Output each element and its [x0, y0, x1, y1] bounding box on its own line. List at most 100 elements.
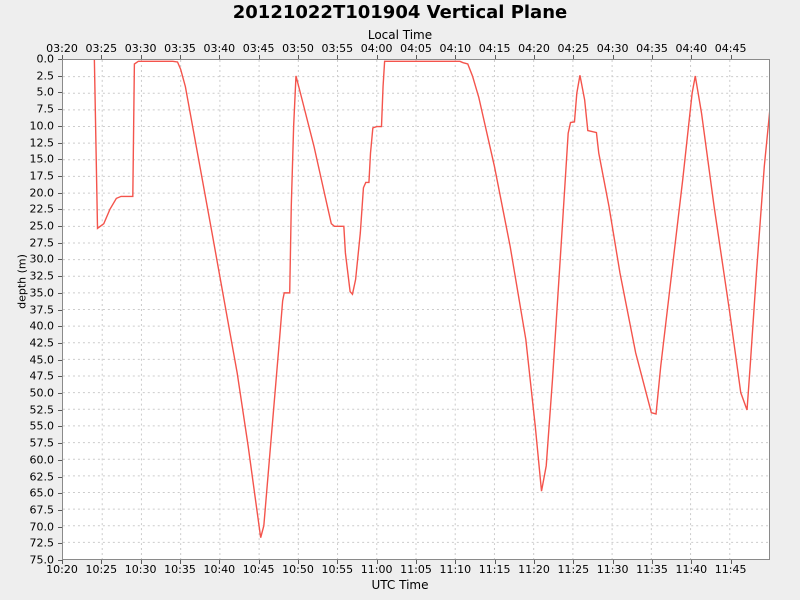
y-tick-label: 60.0 — [29, 453, 55, 467]
x-tick-label-top: 04:00 — [360, 42, 393, 55]
x-tick-label-top: 03:45 — [242, 42, 275, 55]
y-tickmark — [58, 259, 62, 261]
x-tickmark-top — [298, 55, 299, 59]
y-tickmark — [58, 75, 62, 77]
x-tickmark-top — [612, 55, 614, 59]
x-tickmark-bottom — [534, 560, 535, 564]
x-tickmark-bottom — [258, 560, 260, 564]
x-tick-label-bottom: 10:25 — [85, 563, 118, 576]
x-tickmark-top — [730, 55, 732, 59]
y-tick-label: 20.0 — [29, 186, 55, 200]
top-axis-title: Local Time — [367, 28, 433, 42]
x-tickmark-top — [180, 55, 181, 59]
y-tickmark — [58, 159, 62, 161]
y-tickmark — [58, 509, 62, 511]
y-tickmark — [58, 459, 62, 461]
x-tickmark-bottom — [140, 560, 142, 564]
y-tickmark — [58, 192, 62, 194]
y-tickmark — [58, 376, 62, 378]
x-tickmark-bottom — [101, 560, 103, 564]
y-tick-label: 45.0 — [29, 353, 55, 367]
y-tickmark — [58, 393, 62, 394]
y-tickmark — [58, 409, 62, 411]
x-tick-label-bottom: 10:35 — [164, 563, 196, 576]
x-tick-label-bottom: 11:10 — [439, 563, 472, 576]
x-tick-label-top: 03:50 — [282, 42, 314, 55]
y-tickmark — [58, 342, 62, 344]
y-tick-label: 52.5 — [29, 403, 55, 417]
x-tickmark-top — [534, 55, 535, 59]
y-tickmark — [58, 443, 62, 445]
y-tickmark — [58, 292, 62, 294]
x-tickmark-top — [455, 55, 457, 59]
x-tick-label-bottom: 10:30 — [124, 563, 157, 576]
y-tickmark — [58, 493, 62, 495]
y-tickmark — [58, 125, 62, 127]
x-tickmark-bottom — [219, 560, 221, 564]
x-tickmark-top — [62, 55, 63, 59]
y-tick-label: 57.5 — [29, 436, 55, 450]
x-tickmark-bottom — [337, 560, 339, 564]
x-tickmark-top — [494, 55, 496, 59]
y-tickmark — [58, 560, 62, 561]
x-tick-label-top: 04:15 — [478, 42, 511, 55]
x-tickmark-bottom — [494, 560, 496, 564]
x-tickmark-bottom — [376, 560, 378, 564]
y-tick-label: 27.5 — [29, 236, 55, 250]
x-tick-label-bottom: 10:55 — [321, 563, 354, 576]
x-tick-label-top: 04:20 — [518, 42, 550, 55]
y-tick-label: 67.5 — [29, 503, 55, 517]
x-tickmark-bottom — [612, 560, 614, 564]
y-tick-label: 7.5 — [36, 102, 55, 116]
y-tick-label: 32.5 — [29, 269, 55, 283]
x-tickmark-bottom — [416, 560, 417, 564]
y-tick-label: 75.0 — [29, 553, 55, 567]
y-tick-label: 42.5 — [29, 336, 55, 350]
x-tick-label-bottom: 11:35 — [636, 563, 668, 576]
x-tick-label-top: 04:10 — [439, 42, 472, 55]
y-tick-label: 12.5 — [29, 136, 55, 149]
x-tick-label-bottom: 11:25 — [557, 563, 590, 576]
x-tickmark-top — [652, 55, 653, 59]
y-tick-label: 22.5 — [29, 202, 55, 216]
y-tickmark — [58, 276, 62, 278]
x-tickmark-top — [691, 55, 693, 59]
bottom-axis-title: UTC Time — [371, 578, 429, 592]
gridlines — [63, 60, 769, 559]
y-tick-label: 30.0 — [29, 252, 55, 266]
x-tickmark-bottom — [652, 560, 653, 564]
x-tick-label-bottom: 11:20 — [518, 563, 550, 576]
y-tick-label: 15.0 — [29, 152, 55, 166]
x-tick-label-top: 04:45 — [714, 42, 747, 55]
x-tick-label-bottom: 10:40 — [203, 563, 236, 576]
y-tick-label: 5.0 — [36, 85, 55, 99]
x-tick-label-top: 04:25 — [557, 42, 590, 55]
y-tick-label: 70.0 — [29, 520, 55, 534]
y-tickmark — [58, 359, 62, 361]
x-tickmark-bottom — [455, 560, 457, 564]
x-tick-label-bottom: 11:15 — [478, 563, 511, 576]
y-tickmark — [58, 226, 62, 227]
x-tickmark-bottom — [62, 560, 63, 564]
x-tick-label-bottom: 11:40 — [675, 563, 708, 576]
y-tickmark — [58, 142, 62, 144]
y-tickmark — [58, 175, 62, 177]
x-tick-label-bottom: 11:00 — [360, 563, 393, 576]
y-tick-label: 17.5 — [29, 169, 55, 183]
x-tickmark-bottom — [730, 560, 732, 564]
x-tick-label-top: 03:35 — [164, 42, 196, 55]
x-tick-label-bottom: 10:45 — [242, 563, 275, 576]
y-tick-label: 40.0 — [29, 319, 55, 333]
y-tick-label: 47.5 — [29, 369, 55, 383]
y-tick-label: 25.0 — [29, 219, 55, 233]
x-tick-label-top: 03:40 — [203, 42, 236, 55]
y-tickmark — [58, 326, 62, 328]
x-tickmark-bottom — [180, 560, 181, 564]
x-tick-label-bottom: 10:20 — [46, 563, 78, 576]
y-tickmark — [58, 242, 62, 244]
x-tick-label-bottom: 11:45 — [714, 563, 747, 576]
y-tickmark — [58, 209, 62, 211]
y-tick-label: 72.5 — [29, 536, 55, 550]
y-tickmark — [58, 309, 62, 311]
x-tickmark-bottom — [691, 560, 693, 564]
